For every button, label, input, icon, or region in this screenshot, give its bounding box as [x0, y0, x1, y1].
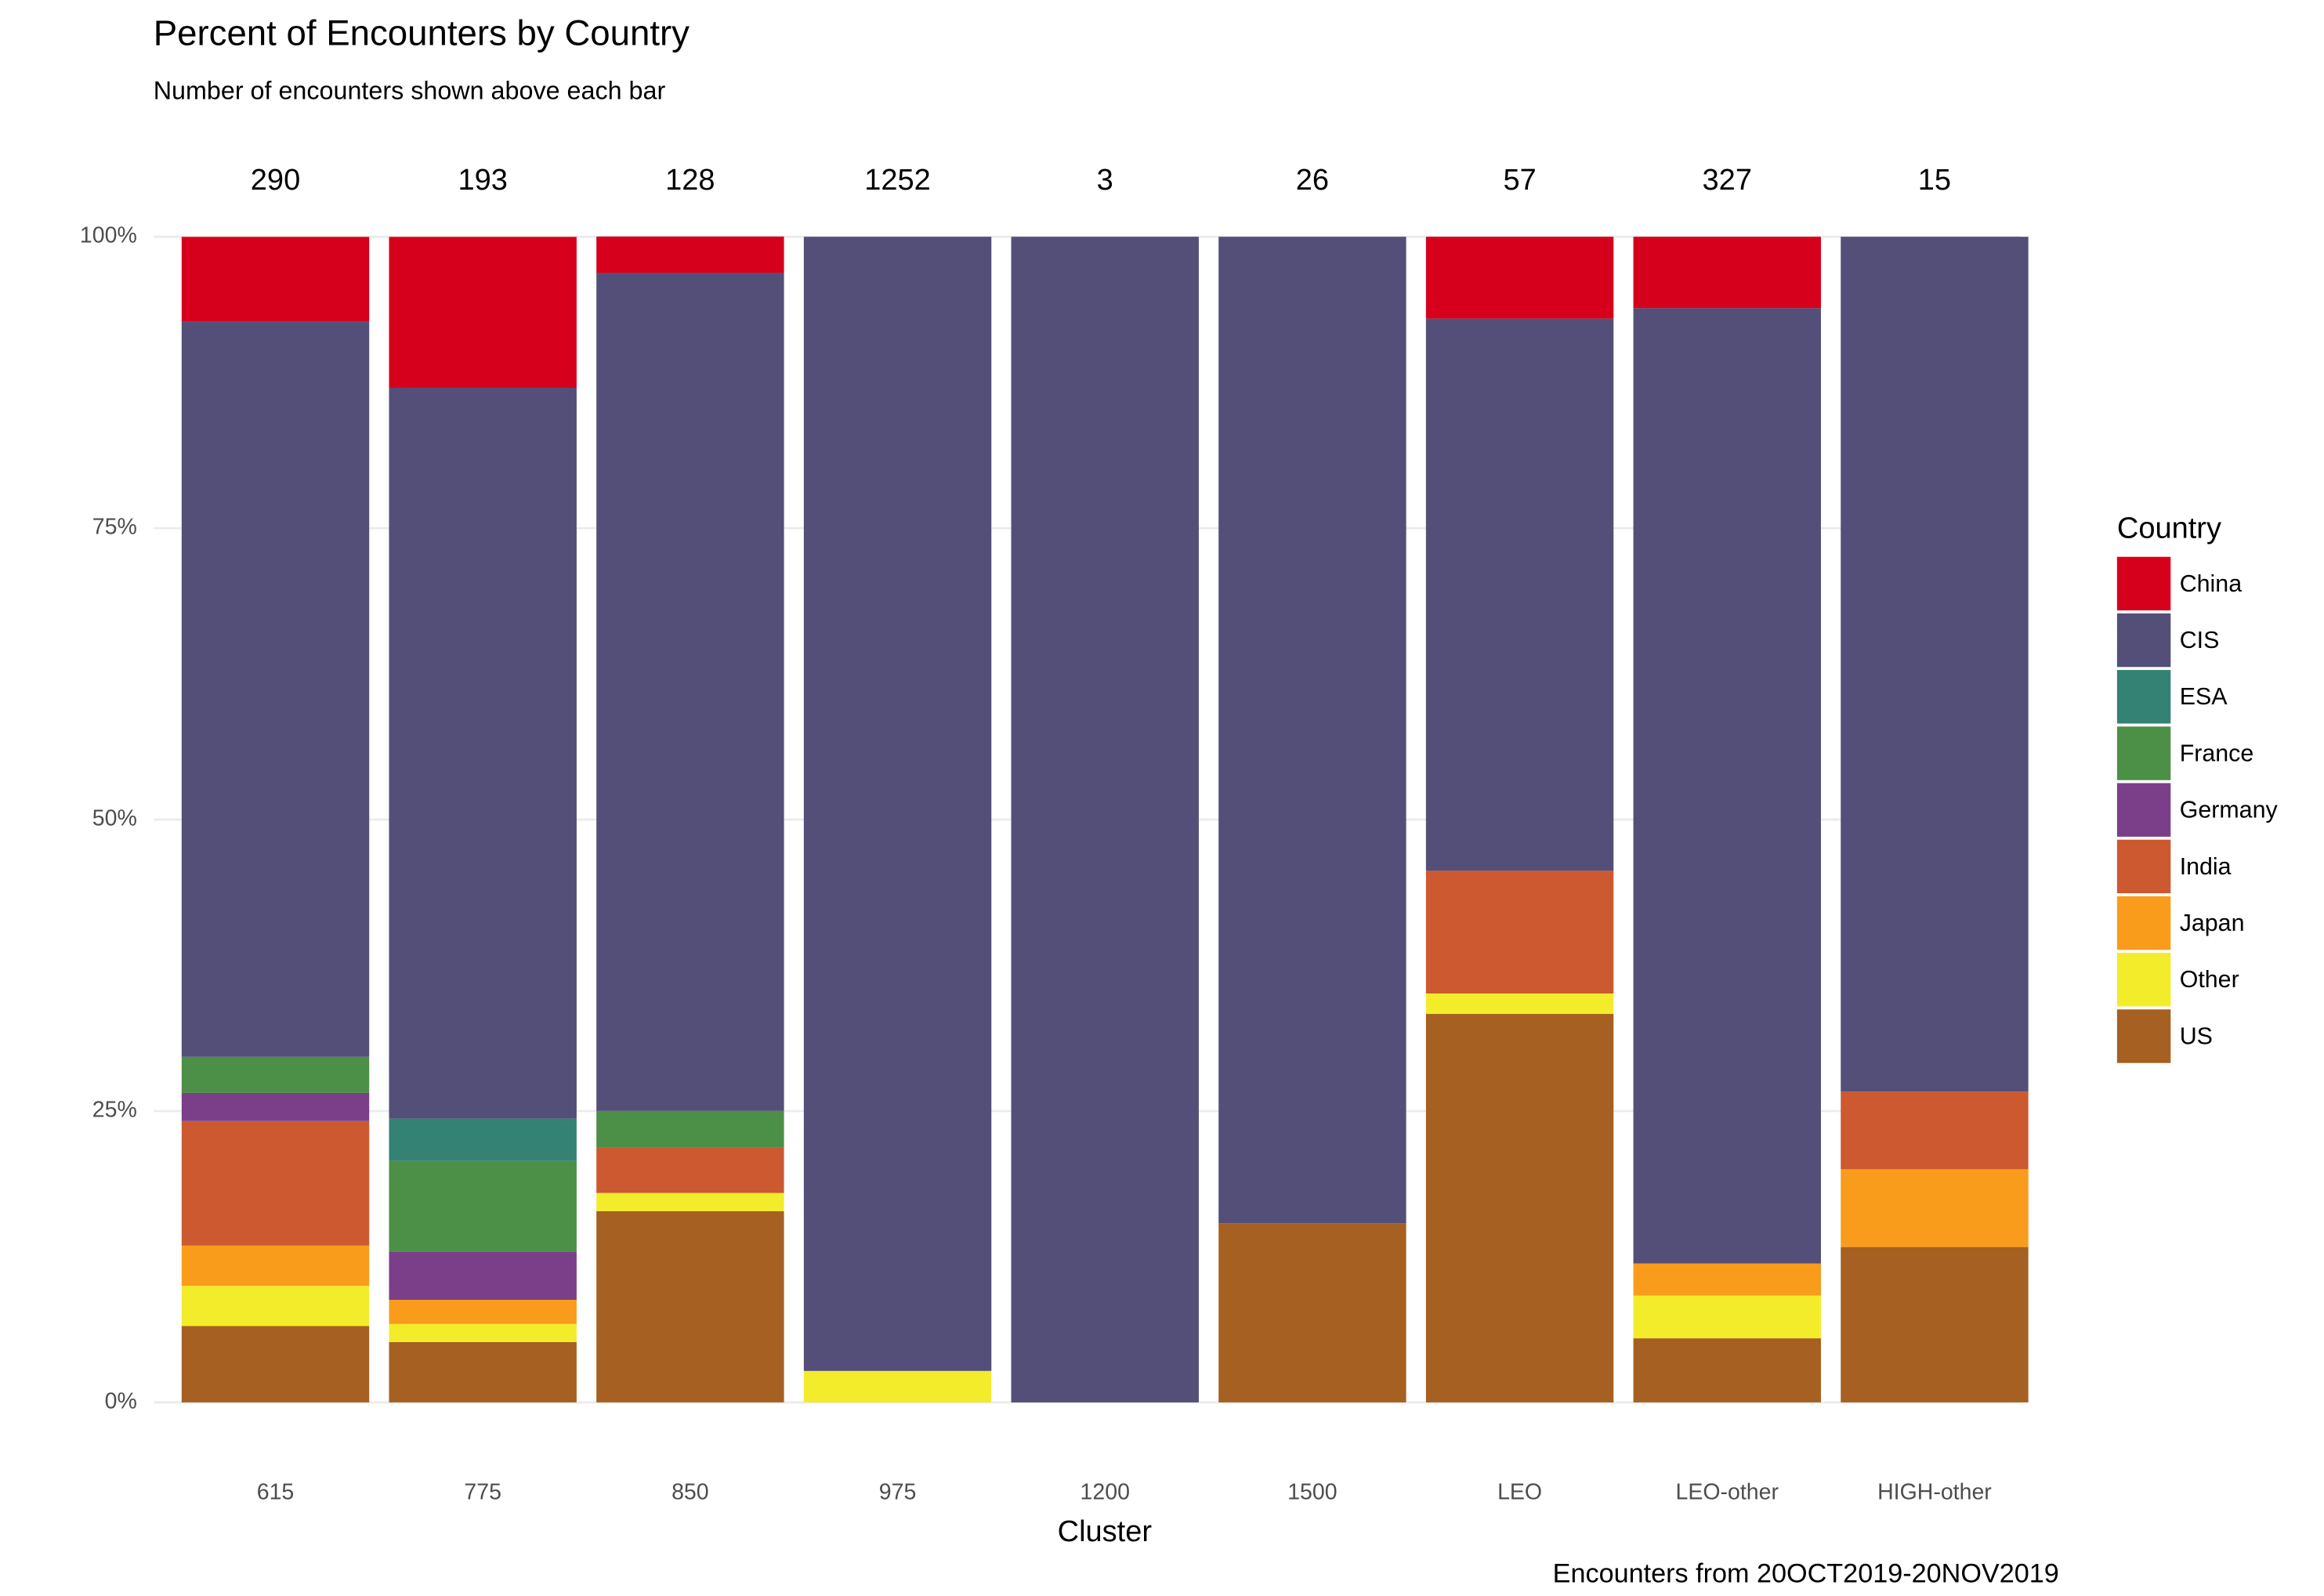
- bar-segment: [389, 1300, 577, 1324]
- caption: Encounters from 20OCT2019-20NOV2019: [1553, 1558, 2059, 1588]
- x-tick-label: LEO-other: [1676, 1479, 1779, 1504]
- legend-key: [2116, 613, 2171, 668]
- bar-segment: [1841, 1247, 2029, 1402]
- legend-key: [2116, 1009, 2171, 1063]
- bar-total: 3: [1097, 164, 1113, 197]
- x-tick-label: 1200: [1081, 1479, 1130, 1504]
- bar-total: 193: [458, 164, 507, 197]
- bar-total: 1252: [864, 164, 931, 197]
- bar-segment: [1633, 1263, 1821, 1296]
- x-tick-label: 1500: [1287, 1479, 1337, 1504]
- bar-segment: [1425, 870, 1614, 994]
- bar-segment: [181, 1056, 370, 1093]
- x-tick-label: LEO: [1497, 1479, 1542, 1504]
- legend-label: CIS: [2180, 627, 2220, 653]
- bar-segment: [389, 237, 577, 388]
- legend-key: [2116, 556, 2171, 611]
- bar-segment: [1633, 237, 1821, 309]
- bar-segment: [389, 1160, 577, 1252]
- bar-segment: [1425, 237, 1614, 319]
- legend-key: [2116, 670, 2171, 724]
- bar-total: 57: [1503, 164, 1536, 197]
- bar-segment: [389, 387, 577, 1119]
- bar-segment: [1841, 1169, 2029, 1247]
- bar-segment: [596, 1192, 784, 1211]
- bar-segment: [1841, 1091, 2029, 1170]
- bar-segment: [389, 1118, 577, 1161]
- bar-segment: [1633, 308, 1821, 1264]
- y-tick-label: 50%: [92, 806, 137, 831]
- legend-label: Other: [2180, 966, 2239, 993]
- legend-label: France: [2180, 740, 2254, 766]
- bar-segment: [181, 321, 370, 1057]
- bar-total: 15: [1918, 164, 1951, 197]
- bar-total: 26: [1296, 164, 1329, 197]
- legend-key: [2116, 953, 2171, 1007]
- bar-segment: [181, 1245, 370, 1287]
- bar-segment: [596, 1211, 784, 1402]
- bar-segment: [1425, 993, 1614, 1015]
- bar-segment: [1425, 1014, 1614, 1402]
- x-tick-label: 775: [464, 1479, 501, 1504]
- bar-segment: [803, 237, 992, 1371]
- bar-segment: [1841, 237, 2029, 1092]
- bar-segment: [389, 1323, 577, 1342]
- legend-label: Germany: [2180, 797, 2279, 823]
- legend-title: Country: [2117, 512, 2221, 545]
- legend-label: US: [2180, 1022, 2213, 1049]
- y-tick-label: 100%: [80, 223, 137, 248]
- bar-total: 327: [1703, 164, 1752, 197]
- legend-label: Japan: [2180, 910, 2245, 936]
- x-tick-label: HIGH-other: [1877, 1479, 1992, 1504]
- legend-key: [2116, 783, 2171, 837]
- bar-segment: [389, 1341, 577, 1402]
- y-tick-label: 25%: [92, 1098, 137, 1123]
- legend-key: [2116, 839, 2171, 894]
- y-tick-label: 0%: [105, 1388, 137, 1413]
- bar-segment: [1011, 237, 1199, 1402]
- bar-total: 128: [665, 164, 715, 197]
- bar-segment: [181, 237, 370, 322]
- legend-label: China: [2180, 570, 2243, 597]
- bar-segment: [1218, 1223, 1406, 1402]
- x-tick-label: 615: [257, 1479, 295, 1504]
- bar-segment: [596, 1110, 784, 1148]
- chart-subtitle: Number of encounters shown above each ba…: [154, 76, 666, 104]
- bar-segment: [1218, 237, 1406, 1224]
- bar-segment: [181, 1326, 370, 1402]
- bar-segment: [596, 236, 784, 273]
- legend-label: India: [2180, 853, 2232, 880]
- bar-segment: [596, 1147, 784, 1193]
- bar-segment: [181, 1092, 370, 1121]
- bar-segment: [596, 273, 784, 1111]
- legend-key: [2116, 726, 2171, 780]
- x-tick-label: 850: [671, 1479, 709, 1504]
- chart-title: Percent of Encounters by Country: [154, 13, 690, 53]
- bar-segment: [181, 1286, 370, 1326]
- bar-segment: [803, 1370, 992, 1402]
- bar-segment: [1633, 1338, 1821, 1402]
- bar-segment: [181, 1120, 370, 1246]
- bar-segment: [389, 1251, 577, 1301]
- x-tick-label: 975: [879, 1479, 917, 1504]
- bar-segment: [1633, 1295, 1821, 1339]
- legend-label: ESA: [2180, 683, 2228, 710]
- bar-total: 290: [251, 164, 300, 197]
- x-axis-title: Cluster: [1058, 1515, 1153, 1548]
- bar-segment: [1425, 318, 1614, 871]
- legend-key: [2116, 896, 2171, 950]
- y-tick-label: 75%: [92, 515, 137, 540]
